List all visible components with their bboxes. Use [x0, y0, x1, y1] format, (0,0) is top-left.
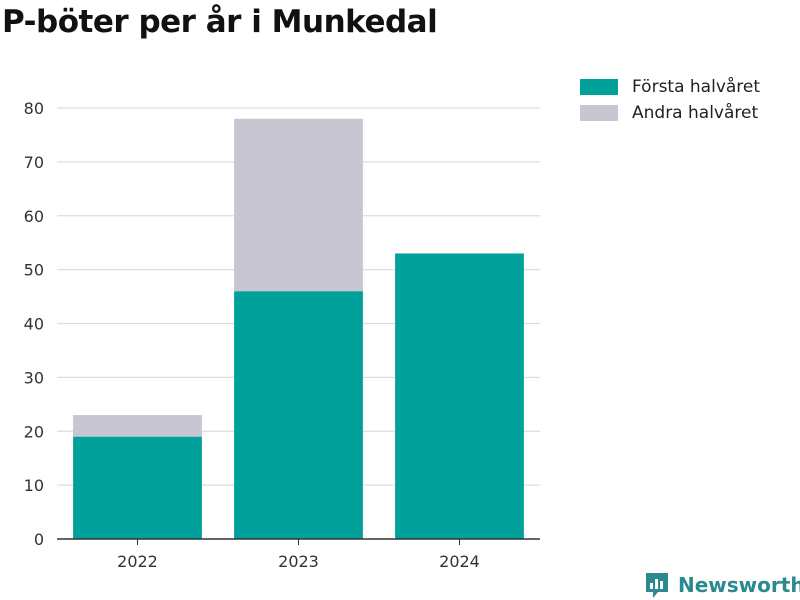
bar-second-half[interactable]	[73, 415, 202, 437]
x-axis: 2022 2023 2024	[57, 538, 540, 571]
y-tick-label: 30	[24, 368, 44, 387]
legend-label-second-half: Andra halvåret	[632, 103, 759, 123]
legend-item-first-half[interactable]: Första halvåret	[580, 74, 760, 100]
y-tick-label: 60	[24, 207, 44, 226]
legend-label-first-half: Första halvåret	[632, 77, 761, 97]
x-tick-label: 2022	[117, 552, 158, 571]
y-tick-label: 70	[24, 153, 44, 172]
y-tick-label: 20	[24, 422, 44, 441]
legend-item-second-half[interactable]: Andra halvåret	[580, 100, 760, 126]
legend: Första halvåret Andra halvåret	[580, 74, 760, 126]
bars	[73, 118, 524, 539]
newsworthy-logo[interactable]: Newsworthy	[644, 571, 800, 599]
bar-first-half[interactable]	[234, 291, 363, 539]
y-axis-ticks: 0 10 20 30 40 50 60 70 80	[24, 99, 44, 549]
logo-text: Newsworthy	[678, 573, 800, 597]
legend-swatch-first-half	[580, 79, 618, 95]
x-tick-label: 2023	[278, 552, 319, 571]
y-tick-label: 10	[24, 476, 44, 495]
y-tick-label: 50	[24, 261, 44, 280]
x-tick-label: 2024	[439, 552, 480, 571]
bar-first-half[interactable]	[73, 436, 202, 539]
chart-title: P-böter per år i Munkedal	[2, 4, 438, 40]
bar-second-half[interactable]	[234, 118, 363, 292]
newsworthy-logo-icon	[646, 573, 668, 598]
y-tick-label: 80	[24, 99, 44, 118]
y-tick-label: 40	[24, 315, 44, 334]
bar-first-half[interactable]	[395, 253, 524, 539]
y-tick-label: 0	[34, 530, 44, 549]
legend-swatch-second-half	[580, 105, 618, 121]
